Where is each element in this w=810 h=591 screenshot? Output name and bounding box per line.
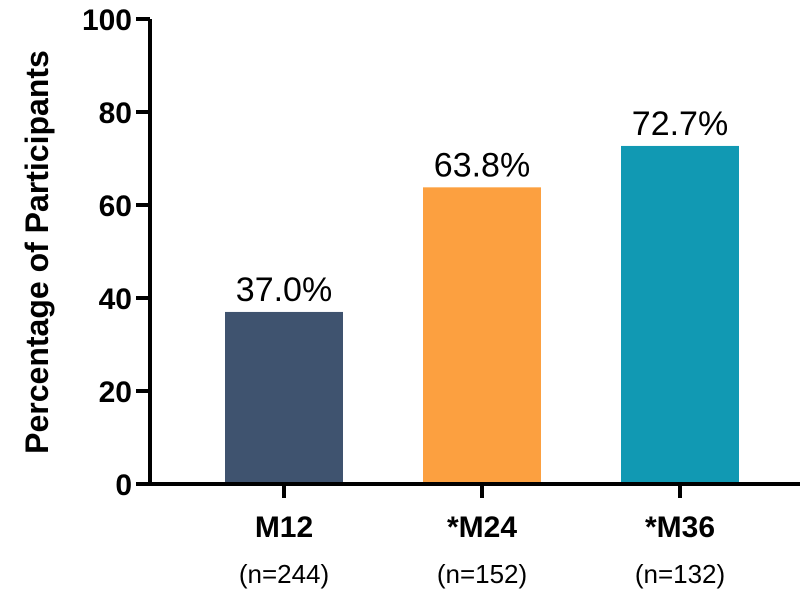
x-axis-labels: M12 (n=244) *M24 (n=152) *M36 (n=132) [239, 511, 725, 589]
y-tick-label: 20 [99, 376, 132, 409]
y-tick-label: 40 [99, 283, 132, 316]
y-axis-ticks: 0 20 40 60 80 100 [82, 4, 150, 502]
data-label: 63.8% [434, 146, 530, 184]
y-axis-label: Percentage of Participants [19, 50, 55, 454]
y-tick-label: 100 [82, 4, 132, 37]
x-category-sample-size: (n=244) [239, 559, 329, 589]
x-axis-ticks [282, 484, 682, 498]
y-tick-label: 0 [115, 469, 132, 502]
data-label: 37.0% [236, 271, 332, 309]
data-label: 72.7% [632, 105, 728, 143]
x-category-label: M12 [255, 511, 313, 544]
bars-group [225, 145, 739, 484]
bar-m24 [423, 187, 541, 484]
y-tick-label: 80 [99, 97, 132, 130]
x-category-label: *M36 [645, 511, 715, 544]
bar-m12 [225, 311, 343, 484]
axes-lines [148, 19, 800, 486]
x-category-sample-size: (n=132) [635, 559, 725, 589]
y-tick-label: 60 [99, 190, 132, 223]
bar-m36 [621, 145, 739, 484]
x-category-sample-size: (n=152) [437, 559, 527, 589]
x-category-label: *M24 [447, 511, 517, 544]
data-labels-group: 37.0% 63.8% 72.7% [236, 105, 728, 309]
